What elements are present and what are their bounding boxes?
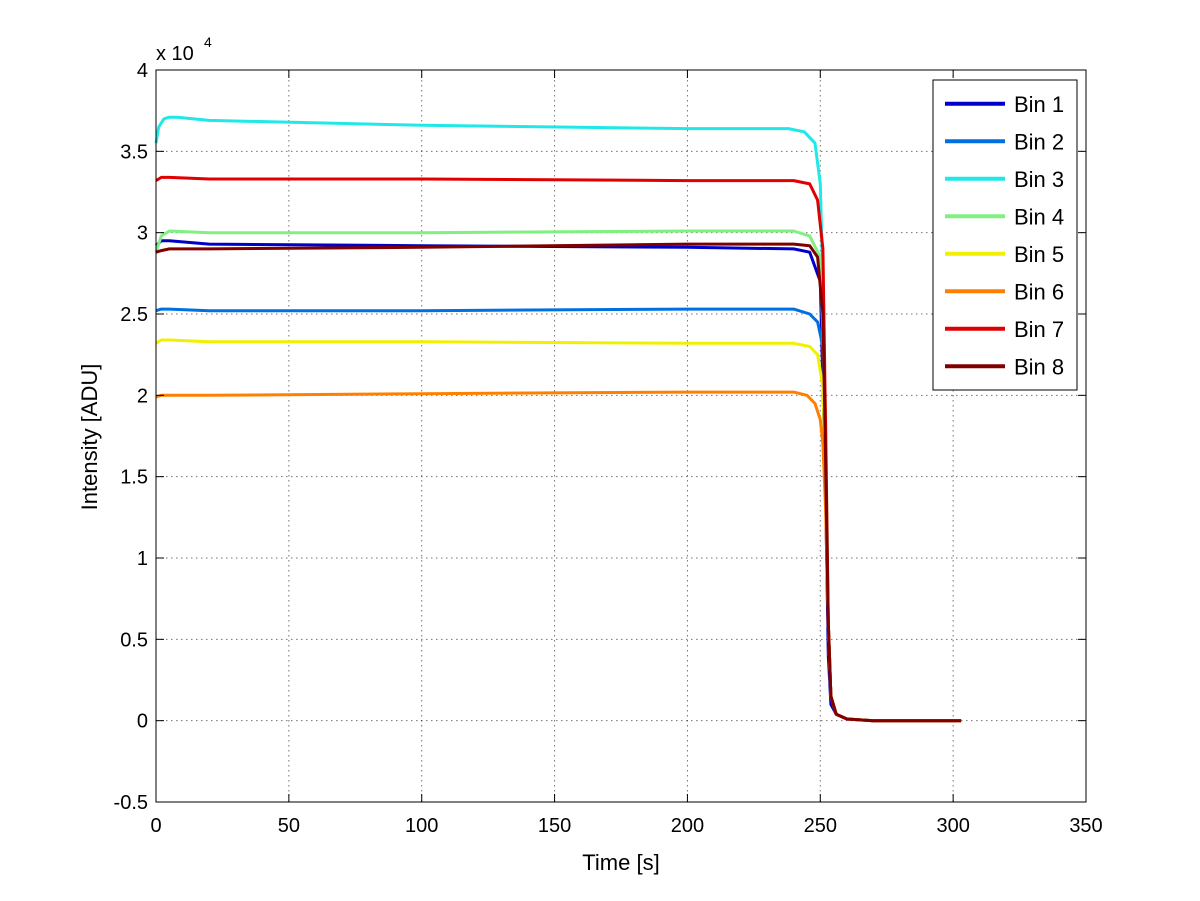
y-tick-label: 1.5	[120, 467, 148, 489]
legend-label: Bin 6	[1014, 279, 1064, 304]
y-tick-label: 3	[137, 223, 148, 245]
y-exponent-label: x 10 4	[156, 34, 212, 65]
x-tick-label: 250	[804, 815, 837, 837]
x-tick-label: 350	[1069, 815, 1102, 837]
legend-box	[932, 79, 1078, 391]
y-tick-label: 3.5	[120, 141, 148, 163]
x-tick-label: 50	[278, 815, 300, 837]
y-exponent-base: x 10	[156, 43, 194, 65]
y-tick-label: 2	[137, 385, 148, 407]
legend-label: Bin 8	[1014, 354, 1064, 379]
y-tick-label: 0	[137, 711, 148, 733]
legend-label: Bin 7	[1014, 317, 1064, 342]
series-lines	[154, 115, 962, 723]
legend-label: Bin 2	[1014, 129, 1064, 154]
y-axis-label: Intensity [ADU]	[77, 364, 102, 511]
legend-label: Bin 3	[1014, 167, 1064, 192]
x-tick-label: 100	[405, 815, 438, 837]
x-tick-label: 300	[936, 815, 969, 837]
x-tick-label: 0	[150, 815, 161, 837]
legend: Bin 1 Bin 2 Bin 3 Bin 4 Bin 5 Bin 6 Bin 7 Bin 8	[932, 79, 1078, 391]
axis-ticks: 0 50 100 150 200 250 300 350-0.500.511.522.533.…	[114, 60, 1103, 837]
legend-label: Bin 5	[1014, 242, 1064, 267]
y-tick-label: 2.5	[120, 304, 148, 326]
y-tick-label: 4	[137, 60, 148, 82]
legend-label: Bin 1	[1014, 92, 1064, 117]
series-line	[155, 242, 962, 723]
x-tick-label: 200	[671, 815, 704, 837]
y-tick-label: 0.5	[120, 629, 148, 651]
y-exponent-power: 4	[204, 34, 212, 50]
x-axis-label: Time [s]	[582, 850, 659, 875]
y-tick-label: -0.5	[114, 792, 148, 814]
y-tick-label: 1	[137, 548, 148, 570]
plot-frame	[155, 69, 1087, 803]
legend-label: Bin 4	[1014, 204, 1064, 229]
x-tick-label: 150	[538, 815, 571, 837]
